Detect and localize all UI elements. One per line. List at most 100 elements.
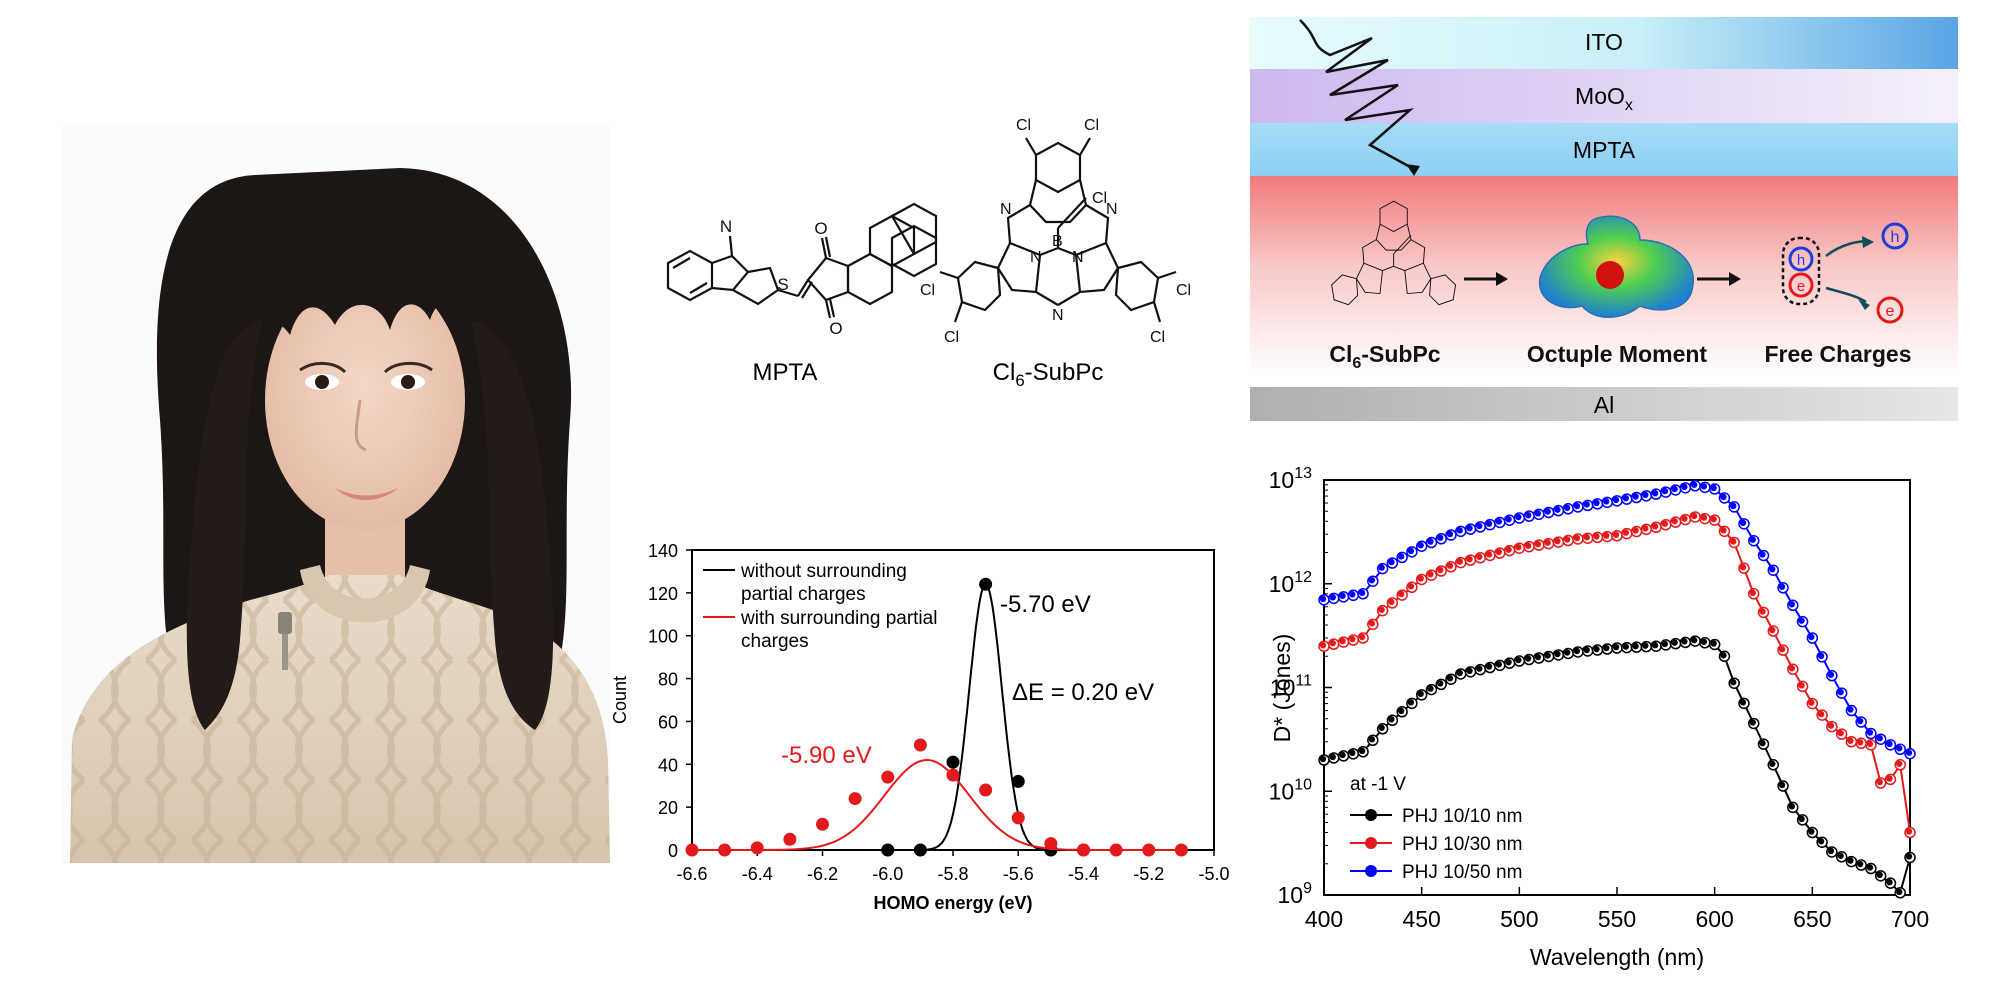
data-marker-fill bbox=[1788, 601, 1796, 608]
data-marker-fill bbox=[1485, 551, 1493, 558]
data-marker-fill bbox=[1446, 562, 1454, 569]
data-marker-fill bbox=[1368, 620, 1376, 627]
data-marker-fill bbox=[1612, 531, 1620, 538]
y-tick-label: 80 bbox=[658, 670, 678, 690]
mpta-structure bbox=[666, 202, 938, 319]
data-marker-fill bbox=[1769, 626, 1776, 634]
data-marker-fill bbox=[1651, 642, 1659, 649]
data-marker-fill bbox=[1817, 652, 1825, 660]
y-tick-label: 1010 bbox=[1269, 776, 1312, 804]
data-marker-fill bbox=[1847, 857, 1854, 864]
data-marker-fill bbox=[1446, 530, 1454, 538]
data-marker-fill bbox=[1407, 583, 1415, 590]
data-marker-fill bbox=[1681, 483, 1688, 491]
data-marker-fill bbox=[1778, 645, 1786, 653]
data-marker-fill bbox=[1534, 653, 1542, 661]
x-tick-label: -6.2 bbox=[807, 864, 838, 884]
data-point bbox=[1109, 843, 1123, 857]
data-marker-fill bbox=[1622, 494, 1629, 502]
x-tick-label: 650 bbox=[1793, 906, 1831, 932]
data-marker-fill bbox=[1788, 665, 1796, 672]
data-marker-fill bbox=[1485, 520, 1493, 527]
data-marker-fill bbox=[1417, 575, 1424, 582]
data-marker-fill bbox=[1397, 553, 1405, 560]
data-marker-fill bbox=[1827, 722, 1835, 729]
data-marker-fill bbox=[1378, 564, 1385, 571]
data-marker-fill bbox=[1661, 640, 1669, 648]
data-marker-fill bbox=[1651, 523, 1659, 530]
data-marker-fill bbox=[1798, 682, 1805, 689]
data-marker-fill bbox=[1593, 645, 1600, 653]
annotation-peak-red: -5.90 eV bbox=[781, 742, 872, 769]
x-tick-label: -5.8 bbox=[937, 864, 968, 884]
x-tick-label: -6.0 bbox=[872, 864, 903, 884]
data-marker-fill bbox=[1837, 852, 1844, 859]
data-marker-fill bbox=[1456, 527, 1463, 534]
legend-marker bbox=[1365, 837, 1377, 849]
data-marker-fill bbox=[1319, 755, 1327, 763]
data-marker-fill bbox=[1661, 487, 1669, 495]
data-marker-fill bbox=[1573, 534, 1581, 542]
data-marker-fill bbox=[1456, 669, 1463, 677]
data-marker-fill bbox=[1759, 608, 1766, 615]
data-marker-fill bbox=[1651, 489, 1659, 497]
legend-label: PHJ 10/10 nm bbox=[1402, 806, 1522, 827]
data-marker-fill bbox=[1622, 643, 1629, 650]
data-marker-fill bbox=[1837, 729, 1844, 737]
data-marker-fill bbox=[1603, 532, 1610, 539]
data-marker-fill bbox=[1593, 533, 1600, 540]
data-marker-fill bbox=[1563, 504, 1571, 511]
data-point bbox=[979, 577, 993, 591]
data-marker-fill bbox=[1476, 522, 1483, 530]
data-marker-fill bbox=[1437, 566, 1444, 574]
data-marker-fill bbox=[1407, 699, 1415, 706]
data-marker-fill bbox=[1554, 537, 1561, 545]
data-marker-fill bbox=[1778, 583, 1786, 590]
data-marker-fill bbox=[1524, 511, 1532, 519]
data-marker-fill bbox=[1476, 553, 1483, 560]
data-marker-fill bbox=[1681, 515, 1688, 522]
data-marker-fill bbox=[1505, 658, 1512, 666]
data-marker-fill bbox=[1876, 734, 1883, 742]
data-marker-fill bbox=[1886, 775, 1893, 782]
x-tick-label: 450 bbox=[1402, 906, 1440, 932]
data-point bbox=[783, 832, 797, 846]
data-marker-fill bbox=[1739, 699, 1747, 706]
y-tick-label: 1011 bbox=[1270, 673, 1312, 701]
atom-label: Cl bbox=[1092, 190, 1107, 207]
atom-label: B bbox=[1052, 233, 1063, 250]
data-marker-fill bbox=[1397, 707, 1405, 715]
legend-marker bbox=[1365, 809, 1377, 821]
data-marker-fill bbox=[1593, 499, 1600, 507]
atom-label: N bbox=[1000, 201, 1012, 218]
data-marker-fill bbox=[1368, 736, 1376, 743]
x-axis-label: Wavelength (nm) bbox=[1530, 944, 1704, 970]
data-marker-fill bbox=[1563, 649, 1571, 656]
x-tick-label: -5.2 bbox=[1133, 864, 1164, 884]
layer-moox bbox=[1250, 69, 1958, 123]
data-marker-fill bbox=[1329, 594, 1336, 601]
step-label-octuple: Octuple Moment bbox=[1527, 341, 1708, 367]
data-marker-fill bbox=[1905, 853, 1913, 860]
atom-label: N bbox=[1072, 249, 1084, 266]
data-marker-fill bbox=[1505, 546, 1512, 553]
data-marker-fill bbox=[1554, 650, 1561, 658]
data-marker-fill bbox=[1769, 760, 1776, 767]
data-marker-fill bbox=[1515, 544, 1522, 551]
data-marker-fill bbox=[1446, 674, 1454, 682]
data-marker-fill bbox=[1339, 592, 1346, 600]
data-marker-fill bbox=[1495, 548, 1503, 556]
legend-label: PHJ 10/50 nm bbox=[1402, 862, 1522, 883]
x-tick-label: 400 bbox=[1305, 906, 1343, 932]
atom-label: N bbox=[1030, 249, 1042, 266]
data-marker-fill bbox=[1700, 514, 1708, 521]
atom-label: N bbox=[1106, 201, 1118, 218]
data-marker-fill bbox=[1515, 513, 1522, 521]
data-marker-fill bbox=[1632, 642, 1639, 650]
data-marker-fill bbox=[1798, 617, 1805, 624]
data-marker-fill bbox=[1495, 518, 1503, 525]
atom-label: Cl bbox=[1150, 329, 1165, 346]
data-marker-fill bbox=[1573, 502, 1581, 510]
data-marker-fill bbox=[1358, 747, 1366, 755]
